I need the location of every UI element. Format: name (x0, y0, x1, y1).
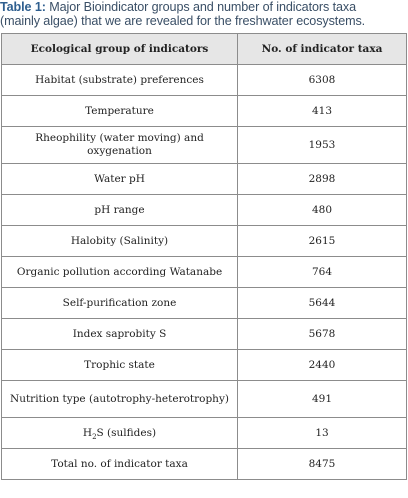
cell-group: Rheophility (water moving) and oxygenati… (1, 126, 238, 164)
table-caption-text-line2: (mainly algae) that we are revealed for … (0, 14, 366, 28)
header-ecological-group: Ecological group of indicators (1, 33, 238, 65)
cell-count: 13 (237, 417, 407, 449)
table-row: Nutrition type (autotrophy-heterotrophy)… (1, 380, 407, 418)
cell-count: 764 (237, 256, 407, 288)
cell-count: 2898 (237, 163, 407, 195)
table-caption-text-line1: Major Bioindicator groups and number of … (49, 0, 356, 14)
cell-count: 6308 (237, 64, 407, 96)
table-row: Rheophility (water moving) and oxygenati… (1, 126, 407, 164)
cell-count: 5678 (237, 318, 407, 350)
table-row: Self-purification zone 5644 (1, 287, 407, 319)
table-row: Index saprobity S 5678 (1, 318, 407, 350)
cell-group: Water pH (1, 163, 238, 195)
cell-count: 2615 (237, 225, 407, 257)
cell-count: 5644 (237, 287, 407, 319)
cell-count: 480 (237, 194, 407, 226)
table-caption-label: Table 1: (0, 0, 46, 14)
bioindicator-table: Ecological group of indicators No. of in… (1, 33, 407, 480)
cell-group: Halobity (Salinity) (1, 225, 238, 257)
header-indicator-count: No. of indicator taxa (237, 33, 407, 65)
cell-group: Index saprobity S (1, 318, 238, 350)
cell-group: Nutrition type (autotrophy-heterotrophy) (1, 380, 238, 418)
cell-group: Temperature (1, 95, 238, 127)
cell-count: 413 (237, 95, 407, 127)
cell-group: Organic pollution according Watanabe (1, 256, 238, 288)
cell-count: 2440 (237, 349, 407, 381)
cell-count: 491 (237, 380, 407, 418)
table-header-row: Ecological group of indicators No. of in… (1, 33, 407, 65)
cell-group: Self-purification zone (1, 287, 238, 319)
cell-group: Habitat (substrate) preferences (1, 64, 238, 96)
table-row: Trophic state 2440 (1, 349, 407, 381)
table-row: Organic pollution according Watanabe 764 (1, 256, 407, 288)
cell-group-subscript: 2 (92, 432, 97, 441)
table-caption: Table 1: Major Bioindicator groups and n… (0, 0, 408, 28)
table-row: Total no. of indicator taxa 8475 (1, 448, 407, 480)
table-row: pH range 480 (1, 194, 407, 226)
cell-group-h: H (82, 426, 93, 439)
table-row: Water pH 2898 (1, 163, 407, 195)
cell-count: 1953 (237, 126, 407, 164)
cell-group: Total no. of indicator taxa (1, 448, 238, 480)
table-row: Habitat (substrate) preferences 6308 (1, 64, 407, 96)
cell-group: pH range (1, 194, 238, 226)
table-row: H2S (sulfides) 13 (1, 417, 407, 449)
cell-group: H2S (sulfides) (1, 417, 238, 449)
cell-count: 8475 (237, 448, 407, 480)
cell-group: Trophic state (1, 349, 238, 381)
table-row: Temperature 413 (1, 95, 407, 127)
cell-group-rest: S (sulfides) (96, 426, 157, 439)
table-row: Halobity (Salinity) 2615 (1, 225, 407, 257)
